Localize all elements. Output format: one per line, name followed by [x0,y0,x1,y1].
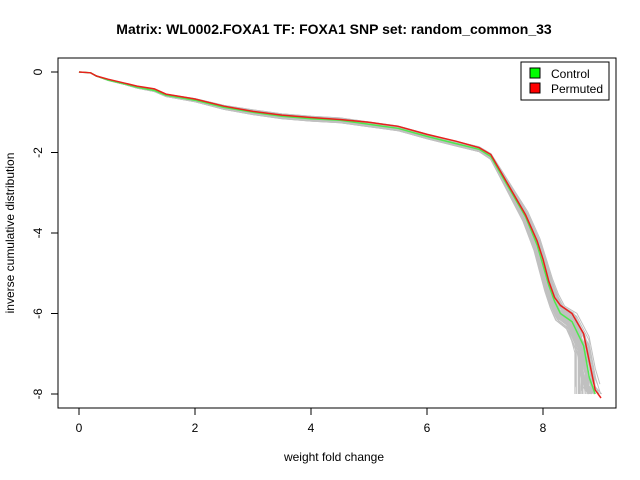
y-tick-label--8: -8 [31,388,45,399]
x-tick-label-8: 8 [540,421,547,435]
x-tick-label-0: 0 [76,421,83,435]
legend-label-permuted: Permuted [551,82,603,96]
legend-swatch-permuted [529,82,541,94]
legend: Control Permuted [520,61,610,101]
legend-label-control: Control [551,67,590,81]
chart-title: Matrix: WL0002.FOXA1 TF: FOXA1 SNP set: … [116,21,552,37]
y-tick-label-0: 0 [31,68,45,75]
y-tick-label--4: -4 [31,227,45,238]
x-tick-label-6: 6 [424,421,431,435]
y-axis-label: inverse cumulative distribution [3,153,17,314]
y-tick-label--2: -2 [31,147,45,158]
series-line-control [78,71,596,395]
x-axis: 0 2 4 6 8 [76,407,547,435]
legend-swatch-control [529,67,541,79]
y-axis: 0 -2 -4 -6 -8 [31,68,59,399]
y-tick-label--6: -6 [31,308,45,319]
x-axis-label: weight fold change [283,450,384,464]
series-lines [78,71,602,399]
x-tick-label-2: 2 [192,421,199,435]
x-tick-label-4: 4 [308,421,315,435]
series-line-permuted [78,71,602,399]
